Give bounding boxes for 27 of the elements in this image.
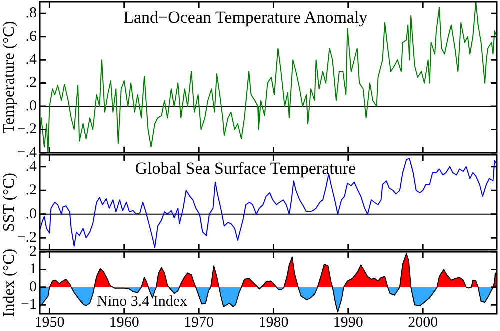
y-tick-label: −.2 bbox=[17, 122, 37, 138]
y-tick-label: .8 bbox=[26, 6, 37, 22]
y-tick-label: 2 bbox=[30, 244, 37, 260]
y-tick-label: .4 bbox=[26, 52, 38, 68]
y-tick-label: −1 bbox=[21, 297, 37, 314]
x-tick-label: 1960 bbox=[109, 314, 140, 331]
y-tick-label: −.4 bbox=[17, 144, 38, 161]
y-tick-label: .2 bbox=[26, 75, 37, 92]
y-tick-label: .0 bbox=[26, 206, 37, 222]
y-tick-label: .6 bbox=[26, 28, 38, 45]
y-tick-label: .2 bbox=[26, 182, 37, 199]
chart-title: Global Sea Surface Temperature bbox=[135, 159, 356, 179]
chart-title: Land−Ocean Temperature Anomaly bbox=[124, 8, 368, 28]
x-tick-label: 2000 bbox=[408, 314, 438, 331]
y-tick-label: .4 bbox=[26, 158, 38, 175]
x-tick-label: 1980 bbox=[258, 314, 289, 331]
y-tick-label: 1 bbox=[30, 262, 37, 278]
y-axis-title: Index (°C) bbox=[0, 248, 18, 318]
y-tick-label: 0 bbox=[30, 279, 37, 296]
x-tick-label: 1970 bbox=[184, 314, 214, 331]
y-tick-label: .0 bbox=[26, 98, 37, 114]
x-tick-label: 1950 bbox=[34, 314, 65, 331]
x-tick-label: 1990 bbox=[333, 314, 364, 331]
y-axis-title: Temperature (°C) bbox=[0, 21, 18, 134]
series-label: Nino 3.4 Index bbox=[97, 294, 188, 311]
y-tick-label: −.2 bbox=[17, 230, 37, 246]
y-axis-title: SST (°C) bbox=[0, 172, 18, 232]
